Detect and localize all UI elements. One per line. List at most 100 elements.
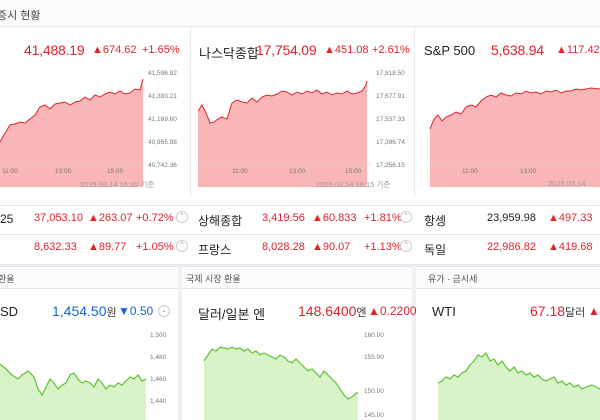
index-name[interactable]: 독일 xyxy=(424,243,447,257)
y-tick: 17,818.50 xyxy=(376,70,405,77)
index-card-nasdaq[interactable]: 나스닥종합 17,754.09 ▲451.08 +2.61% 17,818.50… xyxy=(192,27,414,197)
x-tick: 13:00 xyxy=(55,168,72,175)
y-tick: 40,742.36 xyxy=(148,162,177,169)
fx-panel: 환율 SD 1,454.50원 ▼0.50 ⌄ 1,500 1,480 1,46… xyxy=(0,266,178,420)
commodity-panel: 유가 · 금시세 WTI 67.18달러 ▲0 xyxy=(416,266,600,420)
index-value: 17,754.09 xyxy=(256,42,317,58)
section-title: 증시 현황 xyxy=(0,10,41,22)
x-tick: 11:00 xyxy=(232,168,248,175)
y-tick: 1,460 xyxy=(150,376,167,383)
intraday-chart[interactable]: 11:00 13:00 xyxy=(416,67,600,187)
y-tick: 17,537.33 xyxy=(376,116,405,123)
index-percent: +1.65% xyxy=(142,44,180,56)
index-value: 37,053.10 xyxy=(34,212,83,224)
index-percent: +1.05% xyxy=(136,241,174,253)
index-name[interactable]: 항셍 xyxy=(424,214,447,228)
index-change: ▲419.68 xyxy=(548,241,593,253)
index-change: ▲451.08 xyxy=(324,44,369,56)
index-change: ▲60.833 xyxy=(312,212,357,224)
panel-title: 환율 xyxy=(0,274,15,284)
stock-index-section: 증시 현황 41,488.19 ▲674.62 +1.65% 41,596.82… xyxy=(0,0,600,265)
commodity-name[interactable]: WTI xyxy=(432,304,456,319)
index-percent: +1.81% xyxy=(364,212,402,224)
y-tick: 17,396.74 xyxy=(376,139,405,146)
panel-header: 국제 시장 환율 xyxy=(182,267,412,289)
fx-panel: 국제 시장 환율 달러/일본 엔 148.6400엔 ▲0.2200 160.0… xyxy=(182,266,417,420)
commodity-chart[interactable] xyxy=(416,327,600,420)
y-tick: 1,500 xyxy=(150,332,167,339)
y-tick: 41,383.21 xyxy=(148,93,177,100)
chevron-down-icon[interactable]: ⌄ xyxy=(158,305,170,317)
fx-name[interactable]: 달러/일본 엔 xyxy=(198,307,266,322)
index-value: 5,638.94 xyxy=(491,42,544,58)
y-tick: 41,596.82 xyxy=(148,70,177,77)
x-tick: 13:00 xyxy=(520,168,537,175)
divider xyxy=(190,27,191,197)
y-tick: 40,955.98 xyxy=(148,139,177,146)
y-tick: 41,169.60 xyxy=(148,116,177,123)
timestamp: 2025.03.14 16:15 기준 xyxy=(316,180,391,189)
index-card-dow[interactable]: 41,488.19 ▲674.62 +1.65% 41,596.82 41,38… xyxy=(0,27,190,197)
expand-icon[interactable]: ⌃ xyxy=(400,240,412,252)
y-tick: 160.00 xyxy=(364,332,384,339)
fx-chart[interactable]: 1,500 1,480 1,460 1,440 xyxy=(0,327,178,420)
index-value: 41,488.19 xyxy=(24,42,85,58)
intraday-chart[interactable]: 17,818.50 17,677.91 17,537.33 17,396.74 … xyxy=(192,67,414,187)
y-tick: 145.00 xyxy=(364,412,384,419)
index-name[interactable]: 상해종합 xyxy=(198,214,243,228)
index-percent: +2.61% xyxy=(372,44,410,56)
expand-icon[interactable]: ⌃ xyxy=(176,211,188,223)
index-name[interactable]: 25 xyxy=(0,212,14,226)
timestamp: 2025.03.14 xyxy=(548,179,586,188)
y-tick: 1,440 xyxy=(150,398,167,405)
index-name: 나스닥종합 xyxy=(199,46,259,61)
fx-value: 148.6400엔 xyxy=(298,303,367,319)
index-percent: +0.72% xyxy=(136,212,174,224)
index-change: ▲117.42 xyxy=(556,44,600,56)
y-tick: 17,256.15 xyxy=(376,162,405,169)
fx-chart[interactable]: 160.00 155.00 150.00 145.00 xyxy=(182,327,412,420)
x-tick: 11:00 xyxy=(2,168,18,175)
y-tick: 1,480 xyxy=(150,354,167,361)
world-index-row: 8,632.33 ▲89.77 +1.05% ⌃ 프랑스 8,028.28 ▲9… xyxy=(0,234,600,260)
index-change: ▲90.07 xyxy=(312,241,351,253)
fx-change: ▲0.2200 xyxy=(368,304,417,318)
index-change: ▲497.33 xyxy=(548,212,593,224)
y-tick: 150.00 xyxy=(364,388,384,395)
x-tick: 13:00 xyxy=(289,168,306,175)
index-name[interactable]: 프랑스 xyxy=(198,243,232,257)
world-index-row: 25 37,053.10 ▲263.07 +0.72% ⌃ 상해종합 3,419… xyxy=(0,205,600,231)
index-value: 23,959.98 xyxy=(487,212,536,224)
section-header: 증시 현황 xyxy=(0,0,600,27)
expand-icon[interactable]: ⌃ xyxy=(176,240,188,252)
panel-title: 국제 시장 환율 xyxy=(186,274,241,284)
fx-name[interactable]: SD xyxy=(0,304,19,319)
index-change: ▲263.07 xyxy=(88,212,133,224)
index-change: ▲89.77 xyxy=(88,241,127,253)
index-value: 8,028.28 xyxy=(262,241,305,253)
commodity-value: 67.18달러 xyxy=(530,303,586,319)
panel-header: 유가 · 금시세 xyxy=(416,267,600,289)
y-tick: 155.00 xyxy=(364,354,384,361)
index-value: 22,986.82 xyxy=(487,241,536,253)
index-percent: +1.13% xyxy=(364,241,402,253)
panel-header: 환율 xyxy=(0,267,178,289)
index-value: 3,419.56 xyxy=(262,212,305,224)
fx-change: ▼0.50 xyxy=(118,304,154,318)
x-tick: 15:00 xyxy=(345,168,362,175)
index-value: 8,632.33 xyxy=(34,241,77,253)
x-tick: 11:00 xyxy=(462,168,478,175)
x-tick: 15:00 xyxy=(107,168,124,175)
index-card-sp500[interactable]: S&P 500 5,638.94 ▲117.42 11:00 13:00 202… xyxy=(416,27,600,197)
intraday-chart[interactable]: 41,596.82 41,383.21 41,169.60 40,955.98 … xyxy=(0,67,190,187)
index-name: S&P 500 xyxy=(424,43,476,58)
fx-value: 1,454.50원 xyxy=(52,303,117,319)
y-tick: 17,677.91 xyxy=(376,93,405,100)
index-change: ▲674.62 xyxy=(92,44,137,56)
commodity-change: ▲0 xyxy=(588,304,600,318)
divider xyxy=(414,27,415,197)
panel-title: 유가 · 금시세 xyxy=(428,274,478,284)
expand-icon[interactable]: ⌃ xyxy=(400,211,412,223)
timestamp: 2025.03.14 16:20 기준 xyxy=(80,180,155,189)
